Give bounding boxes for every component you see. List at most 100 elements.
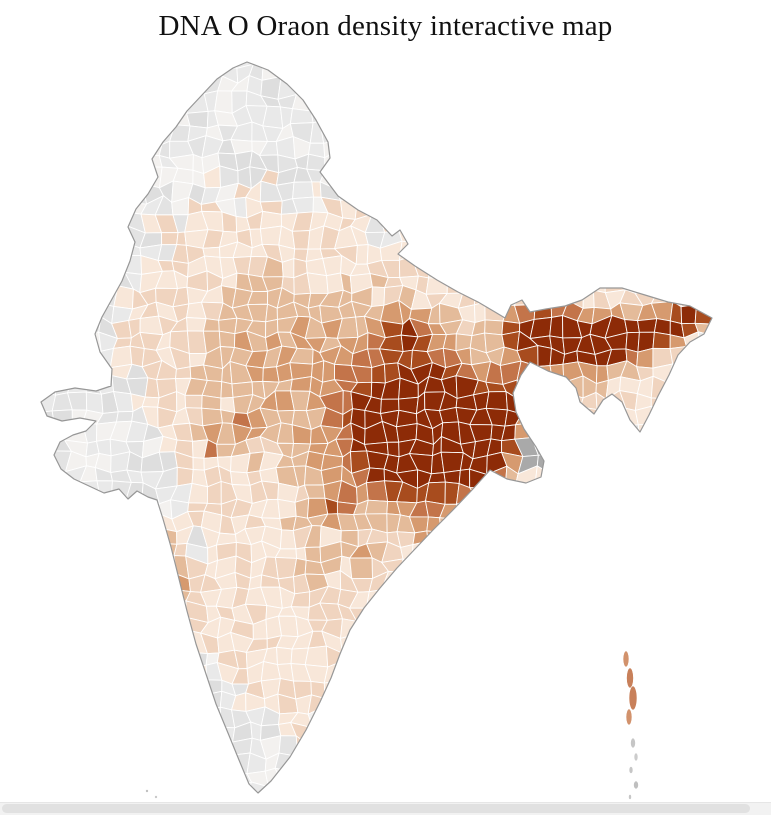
district[interactable] xyxy=(428,472,446,484)
district[interactable] xyxy=(592,270,606,294)
district[interactable] xyxy=(139,138,163,157)
district[interactable] xyxy=(446,276,464,294)
district[interactable] xyxy=(443,469,461,485)
district[interactable] xyxy=(349,557,373,580)
district[interactable] xyxy=(549,363,565,384)
horizontal-scrollbar[interactable] xyxy=(0,802,771,815)
district[interactable] xyxy=(322,360,336,383)
district[interactable] xyxy=(128,182,148,205)
district[interactable] xyxy=(294,497,310,519)
district[interactable] xyxy=(428,260,449,279)
district[interactable] xyxy=(259,225,283,246)
island[interactable] xyxy=(630,737,636,749)
district[interactable] xyxy=(124,255,143,275)
district[interactable] xyxy=(202,318,220,332)
district[interactable] xyxy=(339,648,354,666)
district[interactable] xyxy=(306,272,329,294)
district[interactable] xyxy=(169,124,191,142)
district[interactable] xyxy=(535,365,553,384)
district[interactable] xyxy=(295,735,310,757)
district[interactable] xyxy=(214,90,233,114)
district[interactable] xyxy=(355,244,369,265)
island[interactable] xyxy=(628,766,634,774)
district[interactable] xyxy=(637,423,657,441)
district[interactable] xyxy=(80,316,102,333)
district[interactable] xyxy=(636,347,654,369)
district[interactable] xyxy=(323,680,339,700)
district[interactable] xyxy=(537,345,552,367)
island[interactable] xyxy=(628,685,638,711)
district[interactable] xyxy=(594,409,612,427)
district[interactable] xyxy=(201,394,222,411)
district[interactable] xyxy=(175,366,192,380)
district[interactable] xyxy=(95,438,112,457)
district[interactable] xyxy=(484,319,504,336)
district[interactable] xyxy=(219,741,234,756)
district[interactable] xyxy=(365,589,384,609)
district[interactable] xyxy=(339,618,358,640)
district[interactable] xyxy=(40,450,56,473)
district-layer[interactable] xyxy=(36,47,717,804)
district[interactable] xyxy=(161,232,179,246)
district[interactable] xyxy=(170,600,187,618)
district[interactable] xyxy=(319,121,344,144)
district[interactable] xyxy=(192,457,205,471)
island[interactable] xyxy=(625,708,633,726)
district[interactable] xyxy=(66,377,87,394)
district[interactable] xyxy=(281,257,295,279)
district[interactable] xyxy=(233,196,248,219)
district[interactable] xyxy=(220,381,234,399)
district[interactable] xyxy=(624,319,640,334)
district[interactable] xyxy=(440,451,464,474)
island[interactable] xyxy=(154,795,158,799)
island[interactable] xyxy=(633,752,639,762)
district[interactable] xyxy=(533,302,553,320)
district[interactable] xyxy=(252,47,269,65)
district[interactable] xyxy=(186,110,209,129)
district[interactable] xyxy=(142,166,163,189)
district[interactable] xyxy=(96,480,113,505)
district[interactable] xyxy=(291,230,311,250)
district[interactable] xyxy=(278,615,299,638)
island[interactable] xyxy=(626,667,634,689)
district[interactable] xyxy=(204,63,224,78)
district[interactable] xyxy=(94,363,113,382)
district[interactable] xyxy=(115,410,134,423)
district[interactable] xyxy=(274,767,296,787)
district[interactable] xyxy=(680,303,697,325)
district[interactable] xyxy=(186,317,207,332)
district[interactable] xyxy=(438,406,459,424)
district[interactable] xyxy=(697,331,715,354)
island[interactable] xyxy=(622,650,630,668)
district[interactable] xyxy=(199,706,222,728)
andaman-nicobar-lakshadweep-islands[interactable] xyxy=(145,650,639,800)
district[interactable] xyxy=(310,107,328,124)
horizontal-scrollbar-thumb[interactable] xyxy=(2,804,750,813)
district[interactable] xyxy=(371,363,386,384)
district[interactable] xyxy=(188,482,208,504)
district[interactable] xyxy=(411,540,433,565)
island[interactable] xyxy=(633,780,639,790)
district[interactable] xyxy=(37,436,56,453)
district[interactable] xyxy=(652,331,671,350)
district[interactable] xyxy=(513,286,538,306)
district[interactable] xyxy=(276,646,293,666)
island[interactable] xyxy=(628,794,632,800)
district[interactable] xyxy=(277,498,297,520)
district[interactable] xyxy=(218,330,236,348)
island[interactable] xyxy=(145,789,149,793)
district[interactable] xyxy=(176,466,194,487)
district[interactable] xyxy=(79,331,102,354)
district[interactable] xyxy=(364,499,389,515)
district[interactable] xyxy=(371,286,386,308)
district[interactable] xyxy=(485,391,508,411)
district[interactable] xyxy=(250,721,262,741)
district[interactable] xyxy=(335,184,359,201)
district[interactable] xyxy=(562,375,584,399)
district[interactable] xyxy=(424,481,446,505)
district[interactable] xyxy=(141,396,160,408)
district[interactable] xyxy=(650,289,674,304)
district[interactable] xyxy=(365,467,385,484)
district[interactable] xyxy=(184,394,203,409)
